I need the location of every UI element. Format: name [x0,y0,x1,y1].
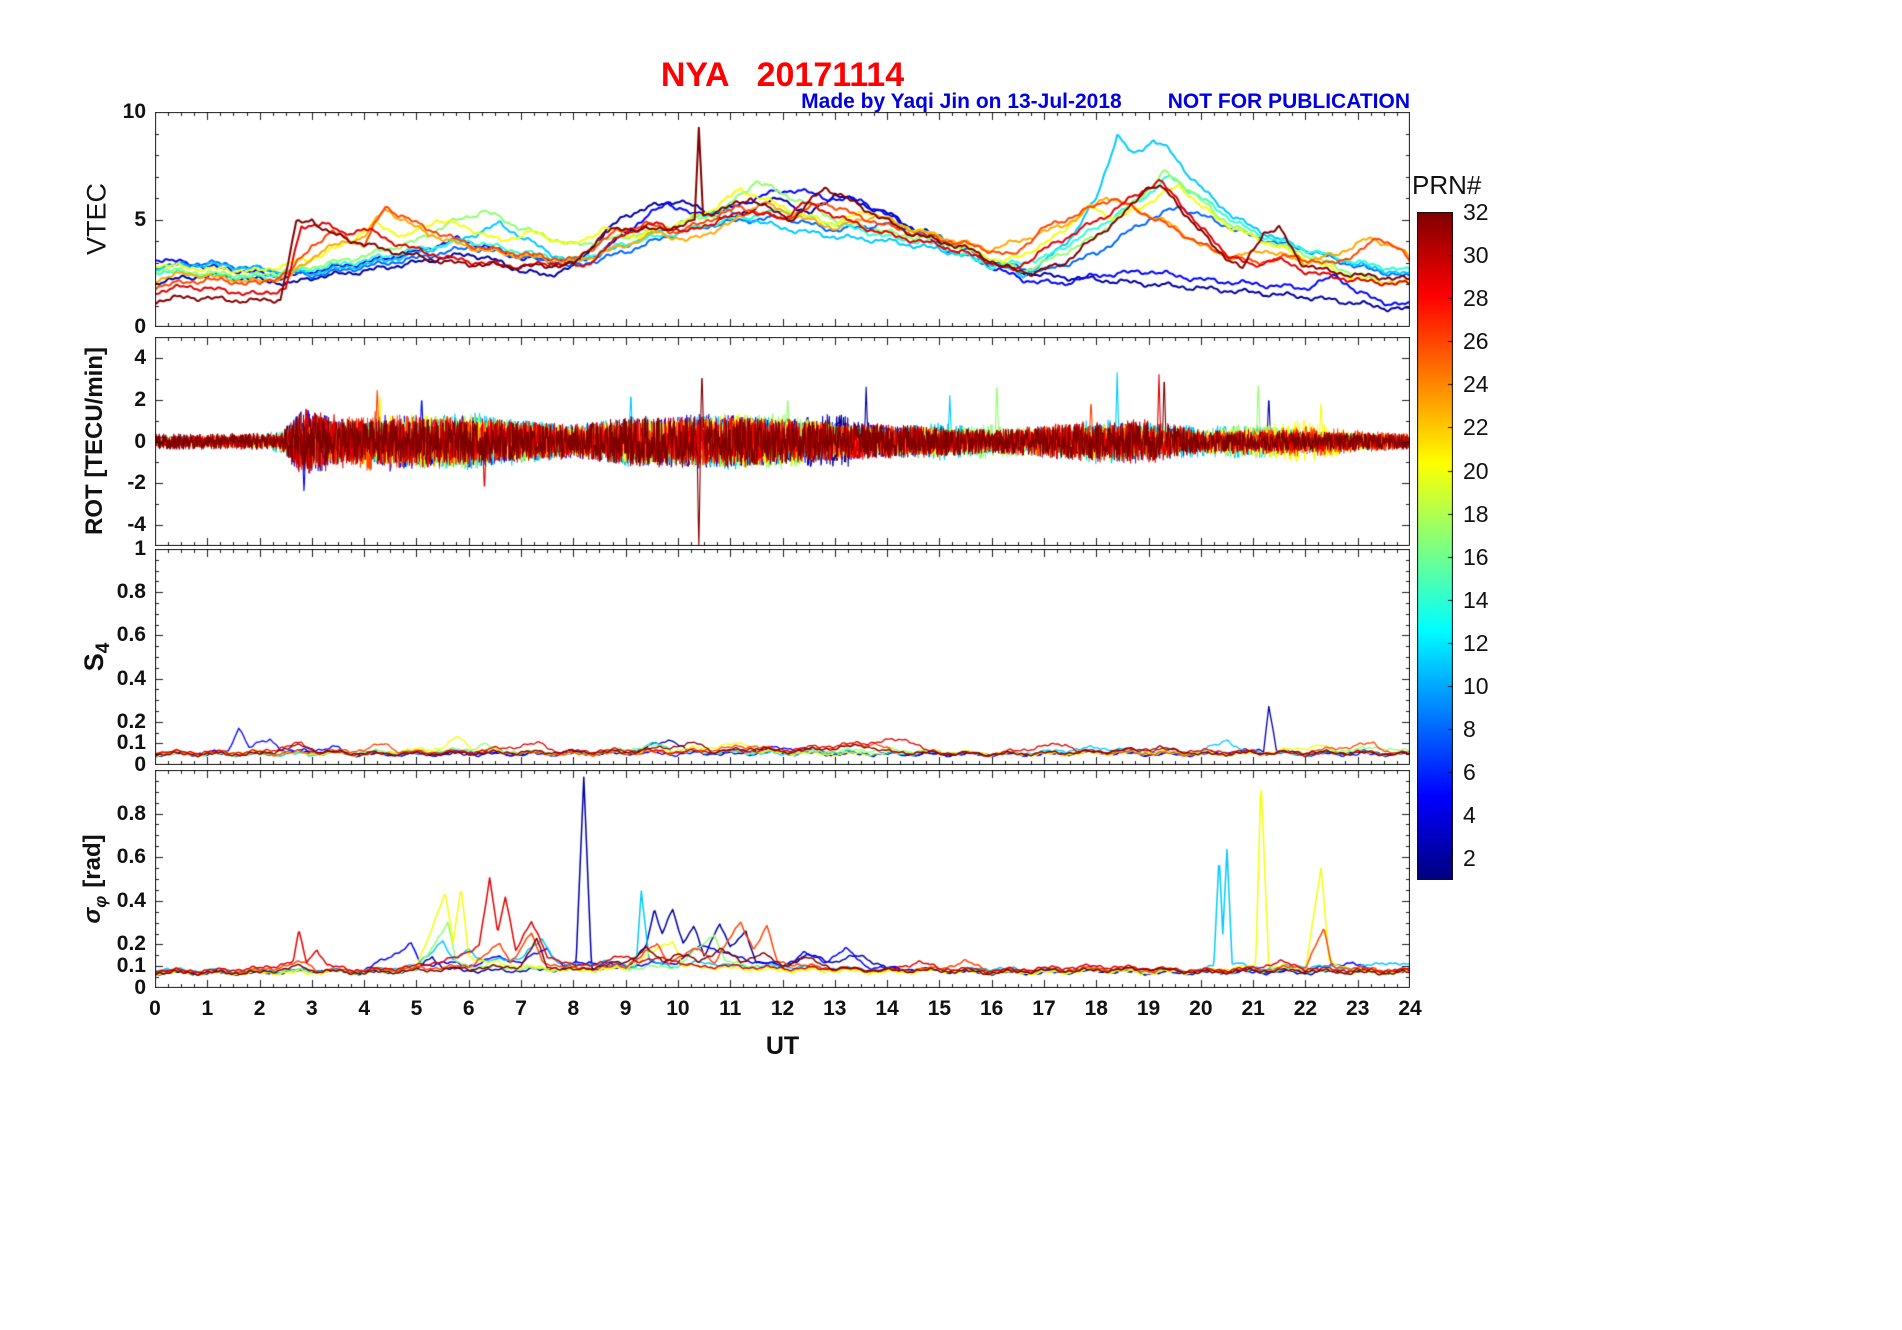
y-tick-label: 0.1 [116,954,146,978]
x-tick-label: 21 [1241,997,1265,1020]
y-tick-label: 0.1 [116,731,146,755]
rot-panel [155,337,1410,546]
colorbar-tick-label: 26 [1463,328,1489,355]
colorbar-tick-label: 6 [1463,759,1476,786]
y-tick-label: 0.4 [116,888,146,912]
x-tick-label: 15 [927,997,952,1020]
x-tick-label: 19 [1136,997,1161,1020]
y-tick-label: 4 [134,345,146,369]
colorbar-tick-label: 16 [1463,543,1489,570]
x-tick-label: 5 [410,997,423,1020]
x-tick-label: 3 [306,997,318,1020]
y-tick-label: 0 [134,976,146,999]
colorbar-tick-label: 24 [1463,371,1489,398]
x-tick-label: 10 [666,997,690,1020]
colorbar-tick-label: 20 [1463,457,1489,484]
sigma-phi-panel [155,770,1410,988]
x-tick-label: 13 [823,997,847,1020]
colorbar-tick-label: 12 [1463,629,1489,656]
y-tick-label: 10 [122,100,146,123]
x-tick-label: 7 [515,997,527,1020]
colorbar-tick-label: 18 [1463,500,1489,527]
y-tick-label: 2 [134,387,146,411]
y-tick-label: 0.2 [116,709,146,733]
y-tick-label: 0.6 [116,845,146,869]
y-tick-label: 0 [134,315,146,338]
y-tick-label: 5 [134,207,146,231]
made-by-note: Made by Yaqi Jin on 13-Jul-2018 [801,90,1122,113]
x-tick-label: 9 [619,997,632,1020]
colorbar-tick-label: 2 [1463,845,1476,872]
x-tick-label: 24 [1398,997,1422,1020]
s4-panel [155,549,1410,765]
y-tick-label: -2 [127,471,146,495]
colorbar-tick-label: 22 [1463,414,1489,441]
x-tick-label: 18 [1084,997,1108,1020]
y-tick-label: 0.8 [116,801,146,825]
x-tick-label: 20 [1189,997,1213,1020]
page-title: NYA 20171114 [660,56,905,94]
x-tick-label: 16 [979,997,1004,1020]
x-tick-label: 1 [201,997,214,1020]
y-tick-label: 1 [134,537,146,560]
colorbar-tick-label: 30 [1463,242,1489,269]
colorbar-tick-label: 8 [1463,716,1476,743]
y-tick-label: 0 [134,753,146,776]
x-tick-label: 4 [358,997,370,1020]
x-tick-label: 17 [1032,997,1056,1020]
y-tick-label: 0.6 [116,623,146,647]
y-tick-label: 0.4 [116,666,146,690]
colorbar-tick-label: 28 [1463,285,1489,312]
y-tick-label: -4 [127,513,146,537]
x-tick-label: 2 [253,997,266,1020]
y-tick-label: 0.8 [116,580,146,604]
x-tick-label: 14 [875,997,899,1020]
x-tick-label: 12 [770,997,795,1020]
x-tick-label: 11 [719,997,742,1020]
colorbar-tick-label: 10 [1463,673,1489,700]
colorbar-tick-label: 32 [1463,199,1489,225]
x-axis-label: UT [765,1032,800,1060]
x-tick-label: 8 [567,997,580,1020]
x-tick-label: 6 [462,997,475,1020]
colorbar-title: PRN# [1412,170,1482,200]
colorbar-tick-label: 14 [1463,586,1489,613]
x-tick-label: 0 [149,997,161,1020]
vtec-panel [155,112,1410,327]
y-tick-label: 0 [134,429,146,453]
prn-colorbar [1417,212,1453,880]
x-tick-label: 22 [1293,997,1318,1020]
y-tick-label: 0.2 [116,932,146,956]
not-for-publication-note: NOT FOR PUBLICATION [1167,90,1410,113]
annotation-row: Made by Yaqi Jin on 13-Jul-2018 NOT FOR P… [155,90,1410,114]
colorbar-tick-label: 4 [1463,802,1476,829]
x-tick-label: 23 [1346,997,1370,1020]
